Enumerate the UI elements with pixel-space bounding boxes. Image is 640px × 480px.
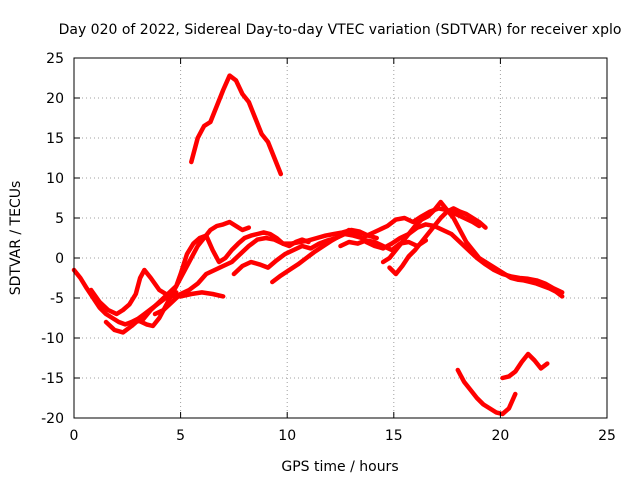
x-tick-label: 25 [598, 428, 616, 444]
axis-ticks: 0 5 10 15 20 25 -20 -15 -10 -5 0 5 10 15 20 25 [41, 51, 616, 444]
y-tick-label: 25 [46, 51, 64, 67]
y-tick-label: -20 [41, 411, 64, 427]
y-tick-label: -5 [50, 291, 64, 307]
y-axis-label: SDTVAR / TECUs [8, 181, 24, 296]
x-tick-label: 10 [278, 428, 296, 444]
series-line-pass-11 [338, 238, 429, 253]
series-line-pass-13 [500, 351, 550, 381]
y-tick-label: 5 [55, 211, 64, 227]
chart-title: Day 020 of 2022, Sidereal Day-to-day VTE… [59, 22, 622, 38]
y-tick-label: 0 [55, 251, 64, 267]
x-axis-label: GPS time / hours [281, 459, 398, 475]
y-tick-label: -15 [41, 371, 64, 387]
x-tick-label: 20 [491, 428, 509, 444]
y-tick-label: 15 [46, 131, 64, 147]
x-tick-label: 15 [385, 428, 403, 444]
series-line-pass-10 [387, 206, 488, 277]
series-line-pass-12 [455, 367, 518, 417]
y-tick-label: -10 [41, 331, 64, 347]
series-line-pass-6 [189, 73, 284, 177]
series-line-pass-5 [152, 227, 379, 317]
y-tick-label: 20 [46, 91, 64, 107]
x-tick-label: 5 [176, 428, 185, 444]
series-line-pass-2 [88, 267, 226, 317]
x-tick-label: 0 [70, 428, 79, 444]
plot-frame [73, 57, 608, 419]
series-group [71, 73, 565, 417]
series-line-pass-9 [380, 199, 565, 299]
y-tick-label: 10 [46, 171, 64, 187]
